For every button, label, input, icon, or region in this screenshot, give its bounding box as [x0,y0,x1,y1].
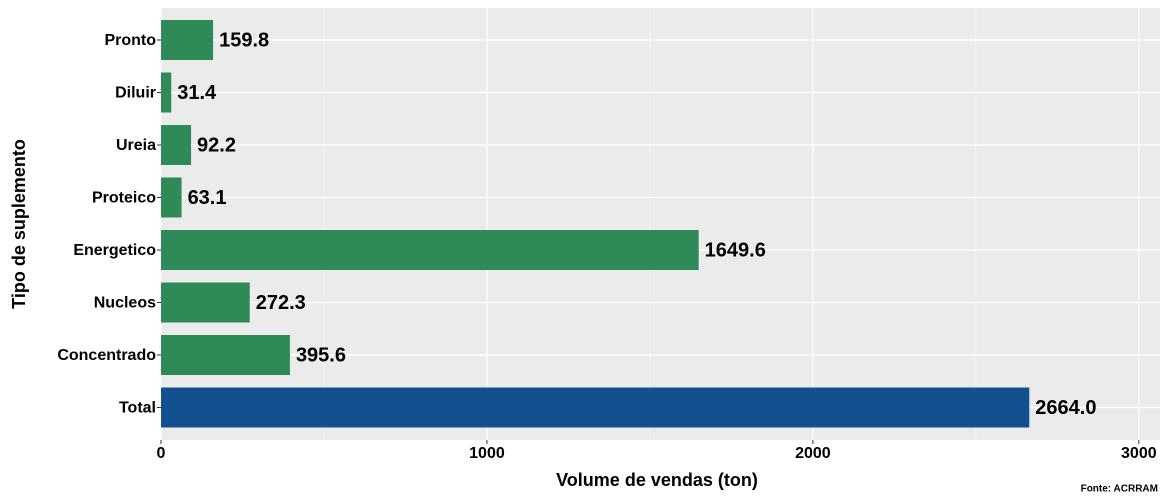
value-label: 92.2 [197,134,236,156]
bar [161,125,192,165]
x-tick-label: 0 [157,445,166,462]
value-label: 31.4 [177,82,217,104]
bar [161,387,1030,428]
y-tick-label: Proteico [92,190,156,207]
bar [161,230,699,270]
x-tick-label: 3000 [1121,445,1157,462]
value-label: 1649.6 [705,239,766,261]
x-tick-label: 1000 [469,445,505,462]
panel [161,8,1160,440]
y-tick-label: Diluir [115,85,156,102]
y-tick-label: Nucleos [94,295,156,312]
y-tick-label: Concentrado [57,347,156,364]
value-label: 2664.0 [1035,397,1096,419]
x-axis-title: Volume de vendas (ton) [556,470,758,490]
y-tick-label: Energetico [73,242,156,259]
bar [161,20,214,60]
y-tick-label: Ureia [116,137,156,154]
caption: Fonte: ACRRAM [1081,484,1158,492]
value-label: 63.1 [188,187,227,209]
y-tick-label: Total [119,400,156,417]
y-axis-title: Tipo de suplemento [9,139,29,309]
value-label: 395.6 [296,344,346,366]
bar [161,177,182,218]
value-label: 159.8 [219,29,269,51]
x-tick-label: 2000 [795,445,831,462]
y-tick-label: Pronto [104,32,156,49]
bar [161,72,172,113]
value-label: 272.3 [256,292,306,314]
bar [161,335,290,375]
bar [161,282,250,323]
